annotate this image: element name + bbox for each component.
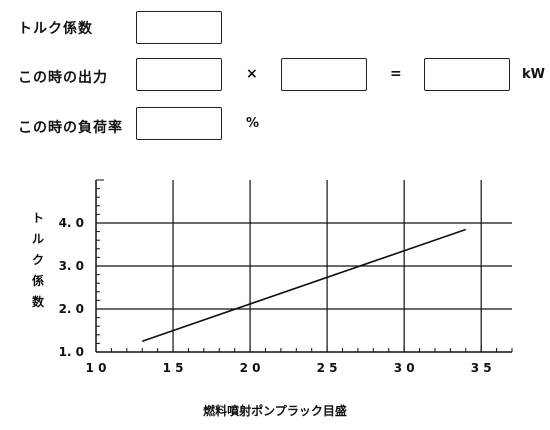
- output-factor-a-field[interactable]: [136, 58, 222, 91]
- y-axis-label-char: 数: [32, 294, 45, 309]
- y-tick-label: 4. 0: [59, 216, 84, 230]
- y-tick-label: 3. 0: [59, 259, 84, 273]
- torque-coefficient-chart: 1. 0 2. 0 3. 0 4. 0 1 0 1 5 2 0 2 5 3 0 3 5 トルク係数燃…: [32, 179, 513, 418]
- current-output-label: この時の出力: [18, 70, 108, 86]
- y-tick-label: 1. 0: [59, 345, 84, 359]
- x-tick-label: 1 5: [163, 361, 184, 375]
- multiply-sign: ×: [246, 66, 258, 82]
- load-factor-label: この時の負荷率: [18, 120, 123, 136]
- y-axis-label-char: ク: [32, 253, 44, 267]
- y-axis-label-char: ル: [32, 232, 44, 246]
- axes-layer: [95, 180, 512, 353]
- output-result-field[interactable]: [424, 58, 510, 91]
- y-axis-label-char: ト: [32, 211, 44, 225]
- percent-unit: %: [246, 116, 260, 131]
- kw-unit: kW: [522, 67, 545, 82]
- series-line-0: [141, 228, 467, 343]
- torque-coefficient-label: トルク係数: [18, 21, 93, 37]
- x-tick-label: 2 5: [317, 361, 338, 375]
- x-tick-label: 3 5: [471, 361, 492, 375]
- equals-sign: =: [390, 66, 402, 82]
- load-factor-field[interactable]: [136, 107, 222, 140]
- x-tick-label: 2 0: [240, 361, 261, 375]
- y-tick-label: 2. 0: [59, 302, 84, 316]
- output-factor-b-field[interactable]: [281, 58, 367, 91]
- labels-layer: 1. 0 2. 0 3. 0 4. 0 1 0 1 5 2 0 2 5 3 0 3 5 トルク係数燃…: [32, 211, 492, 418]
- grid-layer: [96, 180, 512, 352]
- x-tick-label: 1 0: [86, 361, 107, 375]
- torque-coefficient-field[interactable]: [136, 11, 222, 44]
- x-axis-label: 燃料噴射ポンプラック目盛: [203, 403, 347, 418]
- x-tick-label: 3 0: [394, 361, 415, 375]
- series-layer: [141, 228, 467, 343]
- y-axis-label-char: 係: [32, 273, 44, 288]
